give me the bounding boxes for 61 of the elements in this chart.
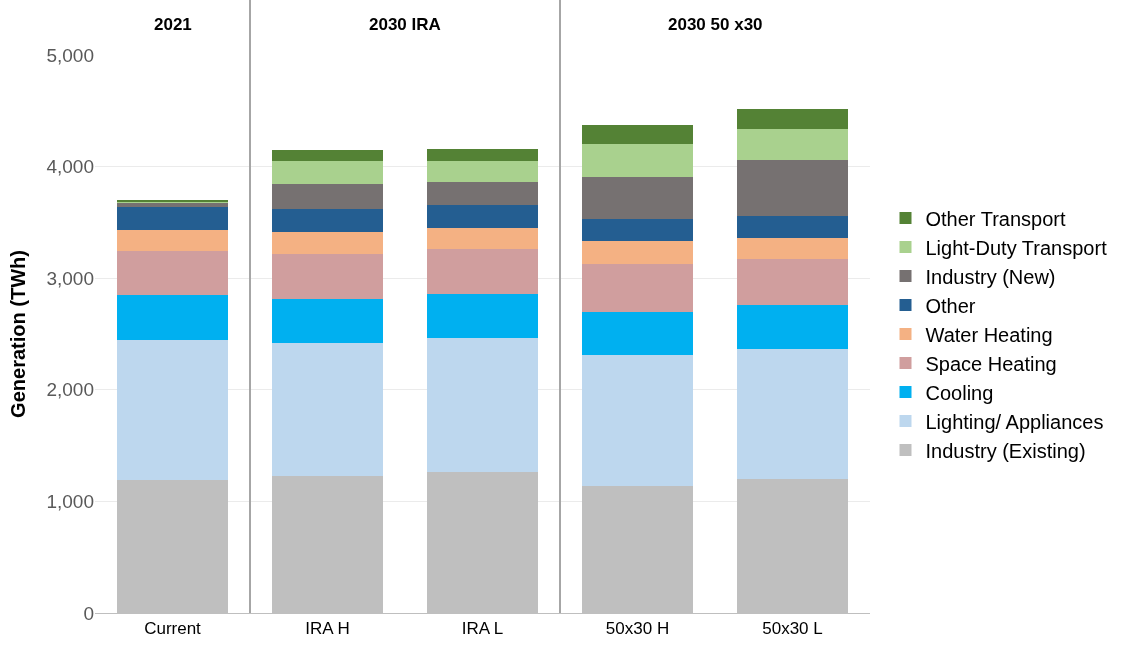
bar [736, 128, 849, 160]
bar [736, 348, 849, 480]
bar [271, 149, 384, 162]
legend-label: Space Heating [925, 352, 1057, 375]
legend-label: Other Transport [925, 207, 1066, 230]
bar [581, 125, 694, 145]
bar [736, 108, 849, 129]
text: 2030 IRA [369, 15, 441, 34]
legend-label: Water Heating [925, 323, 1053, 346]
bar [736, 215, 849, 239]
legend-label: Other [925, 294, 976, 317]
bar [116, 230, 229, 252]
bar [271, 232, 384, 254]
y-tick-label: 2,000 [46, 379, 94, 401]
bar [581, 311, 694, 356]
bar [116, 206, 229, 231]
x-tick-label: 50x30 H [605, 619, 670, 639]
bar [271, 184, 384, 210]
bar [736, 159, 849, 216]
bar [271, 209, 384, 233]
bar [736, 259, 849, 305]
bar [116, 294, 229, 340]
bar [426, 249, 539, 294]
bar [581, 144, 694, 177]
bar [736, 238, 849, 260]
x-tick-label: 50x30 L [762, 619, 823, 639]
bar [581, 263, 694, 312]
legend-label: Industry (Existing) [925, 439, 1086, 462]
text: 2030 50 x30 [668, 15, 763, 34]
bar [581, 241, 694, 264]
legend-label: Light-Duty Transport [925, 236, 1108, 259]
bar [271, 299, 384, 343]
y-tick-label: 5,000 [46, 44, 94, 66]
bar [271, 161, 384, 185]
bar [116, 251, 229, 295]
legend-label: Lighting/ Appliances [925, 410, 1104, 433]
y-tick-label: 1,000 [46, 491, 94, 513]
bar [426, 182, 539, 205]
bar [581, 355, 694, 486]
bar [736, 304, 849, 349]
x-tick-label: IRA H [305, 619, 350, 639]
y-tick-label: 4,000 [46, 156, 94, 178]
bar [426, 338, 539, 473]
bar [426, 227, 539, 250]
bar [271, 253, 384, 300]
x-tick-label: IRA L [461, 619, 504, 639]
bar [426, 148, 539, 162]
legend-label: Cooling [925, 381, 994, 404]
text: 2021 [154, 15, 192, 34]
bar [426, 204, 539, 228]
legend-label: Industry (New) [925, 265, 1056, 288]
bar [581, 219, 694, 242]
x-tick-label: Current [144, 619, 202, 639]
bar [581, 176, 694, 220]
bar [426, 293, 539, 339]
bar [271, 342, 384, 476]
y-axis-title: Generation (TWh) [6, 250, 29, 418]
bar [116, 339, 229, 481]
y-tick-label: 0 [83, 602, 94, 624]
y-tick-label: 3,000 [46, 267, 94, 289]
bar [426, 161, 539, 183]
